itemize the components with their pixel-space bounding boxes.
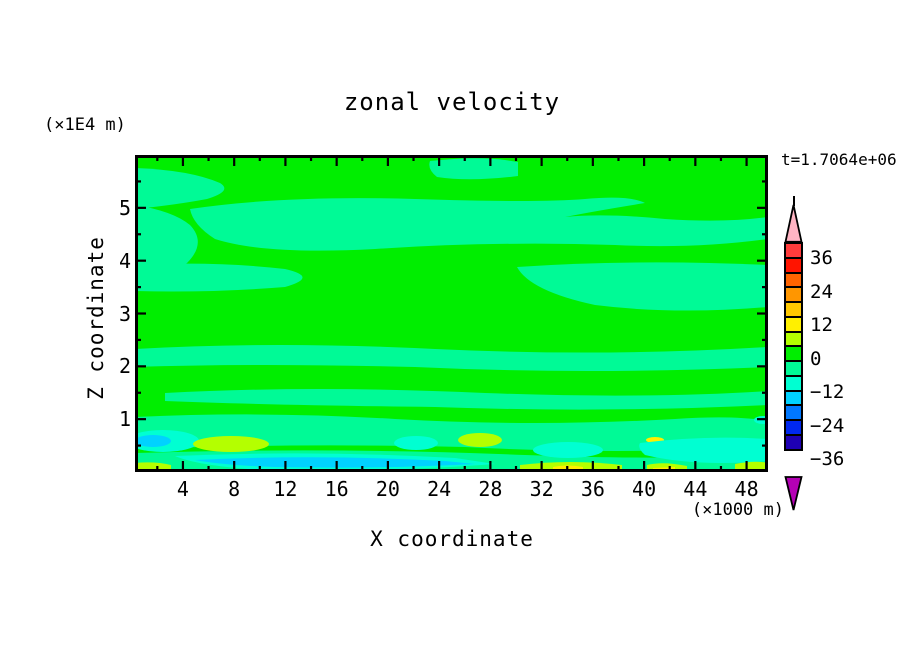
plot-title: zonal velocity: [343, 88, 561, 116]
x-tick-label: 48: [734, 477, 759, 501]
x-tick-label: 44: [683, 477, 708, 501]
colorbar-tick-label: −36: [810, 448, 845, 470]
colorbar-tick-label: −12: [810, 381, 845, 403]
time-annotation: t=1.7064e+06: [781, 150, 897, 169]
y-tick-label: 4: [118, 248, 131, 273]
x-tick-label: 40: [632, 477, 657, 501]
x-tick-label: 12: [273, 477, 298, 501]
plot-border: [135, 155, 768, 472]
x-tick-label: 36: [580, 477, 605, 501]
x-tick-label: 24: [427, 477, 452, 501]
colorbar-tick-label: 36: [810, 247, 833, 269]
colorbar-box: [784, 433, 803, 451]
colorbar-tick-label: 24: [810, 280, 833, 303]
y-tick-label: 3: [118, 301, 131, 326]
x-axis-unit: (×1000 m): [691, 500, 784, 520]
x-tick-label: 16: [324, 477, 349, 501]
x-tick-label: 8: [228, 477, 241, 501]
y-tick-label: 1: [118, 407, 131, 432]
y-tick-label: 5: [118, 195, 131, 220]
colorbar-tick-label: −24: [810, 414, 845, 437]
colorbar-tick-label: 0: [810, 347, 822, 370]
colorbar-tick-label: 12: [810, 314, 833, 336]
colorbar-top-stem: [793, 196, 795, 206]
x-tick-label: 20: [375, 477, 400, 501]
y-tick-label: 2: [118, 354, 131, 379]
colorbar: [784, 242, 803, 451]
x-tick-label: 4: [176, 477, 189, 501]
y-axis-unit: (×1E4 m): [44, 115, 126, 135]
x-tick-label: 28: [478, 477, 503, 501]
colorbar-arrow-down: [784, 475, 803, 510]
colorbar-arrow-up: [784, 204, 803, 243]
x-tick-label: 32: [529, 477, 554, 501]
x-axis-label: X coordinate: [370, 527, 534, 551]
contour-plot-area: [135, 155, 768, 472]
